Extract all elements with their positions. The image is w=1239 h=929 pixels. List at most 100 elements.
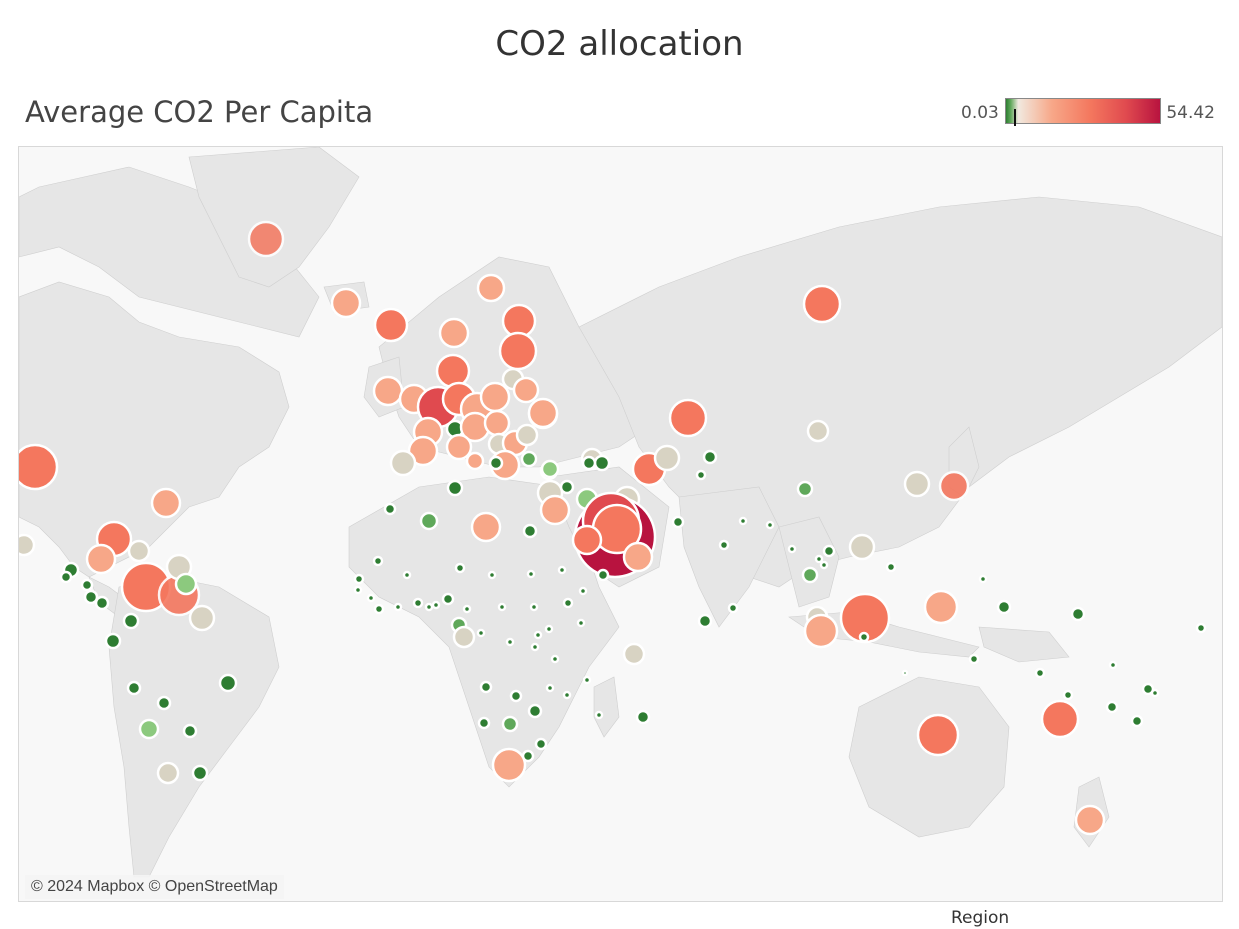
marker-yemen bbox=[596, 568, 610, 582]
marker-uruguay bbox=[191, 764, 209, 782]
greenland bbox=[188, 147, 360, 288]
marker-mali bbox=[402, 570, 412, 580]
marker-bhutan bbox=[738, 516, 748, 526]
marker-djibouti bbox=[578, 586, 588, 596]
marker-zambia bbox=[509, 689, 523, 703]
marker-maldives bbox=[727, 602, 739, 614]
marker-solomon bbox=[1062, 689, 1074, 701]
marker-costa-rica bbox=[83, 589, 99, 605]
marker-iceland bbox=[330, 287, 362, 319]
marker-new-caledonia bbox=[1040, 699, 1080, 739]
marker-singapore bbox=[803, 613, 839, 649]
marker-guyana bbox=[188, 604, 216, 632]
marker-mexico bbox=[19, 533, 36, 557]
marker-senegal bbox=[353, 573, 365, 585]
marker-romania bbox=[515, 423, 539, 447]
marker-south-korea bbox=[903, 470, 931, 498]
marker-russia-east bbox=[802, 284, 842, 324]
marker-pakistan bbox=[671, 515, 685, 529]
marker-georgia bbox=[527, 397, 559, 429]
marker-timor bbox=[968, 653, 980, 665]
new-guinea bbox=[978, 626, 1070, 663]
marker-tanzania bbox=[550, 654, 560, 664]
marker-libya bbox=[470, 511, 502, 543]
asia bbox=[578, 196, 1222, 588]
color-legend[interactable]: 0.03 54.42 bbox=[955, 97, 1217, 127]
marker-uganda bbox=[533, 630, 543, 640]
marker-cameroon bbox=[462, 604, 472, 614]
marker-rwanda bbox=[530, 642, 540, 652]
marker-madagascar bbox=[594, 710, 604, 720]
marker-bermuda bbox=[150, 487, 182, 519]
marker-kenya bbox=[544, 624, 554, 634]
map-canvas[interactable] bbox=[19, 147, 1222, 901]
australia bbox=[848, 676, 1010, 838]
marker-azerbaijan bbox=[593, 454, 611, 472]
marker-botswana bbox=[501, 715, 519, 733]
marker-namibia bbox=[477, 716, 491, 730]
marker-sri-lanka bbox=[697, 613, 713, 629]
marker-israel bbox=[539, 494, 571, 526]
marker-ireland bbox=[372, 375, 404, 407]
marker-usa bbox=[19, 443, 59, 491]
north-america-landmass bbox=[19, 281, 290, 578]
marker-chile bbox=[138, 718, 160, 740]
marker-cambodia bbox=[819, 560, 829, 570]
marker-spain bbox=[407, 435, 439, 467]
marker-tonga bbox=[1130, 714, 1144, 728]
marker-indonesia bbox=[858, 631, 870, 643]
marker-seychelles bbox=[622, 642, 646, 666]
marker-norway bbox=[438, 317, 470, 349]
marker-eritrea bbox=[557, 565, 567, 575]
marker-italy bbox=[445, 433, 473, 461]
marker-south-africa bbox=[491, 747, 527, 783]
legend-color-ramp bbox=[1005, 98, 1161, 124]
madagascar bbox=[593, 676, 620, 738]
marker-niger bbox=[454, 562, 466, 574]
marker-czechia bbox=[483, 409, 511, 437]
marker-peru bbox=[126, 680, 142, 696]
world-map[interactable]: © 2024 Mapbox © OpenStreetMap bbox=[18, 146, 1223, 902]
marker-eswatini bbox=[534, 737, 548, 751]
marker-zimbabwe bbox=[527, 703, 543, 719]
marker-congo bbox=[476, 628, 486, 638]
marker-ghana bbox=[424, 602, 434, 612]
marker-turkmenistan bbox=[653, 444, 681, 472]
map-attribution[interactable]: © 2024 Mapbox © OpenStreetMap bbox=[25, 875, 284, 899]
marker-kazakhstan bbox=[668, 398, 708, 438]
marker-vietnam bbox=[822, 544, 836, 558]
marker-drc bbox=[505, 637, 515, 647]
legend-max-value: 54.42 bbox=[1166, 103, 1215, 123]
marker-philippines bbox=[923, 589, 959, 625]
marker-nauru bbox=[1108, 660, 1118, 670]
marker-gabon bbox=[452, 625, 476, 649]
marker-malawi bbox=[545, 683, 555, 693]
marker-jordan bbox=[559, 479, 575, 495]
marker-sudan bbox=[526, 569, 536, 579]
marker-bolivia bbox=[156, 695, 172, 711]
marker-mongolia bbox=[796, 480, 814, 498]
marker-myanmar bbox=[787, 544, 797, 554]
marker-guinea bbox=[366, 593, 376, 603]
marker-nigeria bbox=[441, 592, 455, 606]
marker-malaysia bbox=[801, 566, 819, 584]
marker-morocco bbox=[383, 502, 397, 516]
marker-north-korea bbox=[885, 561, 897, 573]
marker-malta bbox=[465, 451, 485, 471]
marker-togo bbox=[431, 600, 441, 610]
marker-samoa bbox=[1150, 688, 1160, 698]
southeast-asia bbox=[778, 516, 840, 608]
marker-lebanon bbox=[540, 459, 560, 479]
marker-car bbox=[497, 602, 507, 612]
marker-nicaragua bbox=[80, 578, 94, 592]
marker-south-sudan bbox=[529, 602, 539, 612]
marker-honduras bbox=[59, 570, 73, 584]
marker-comoros bbox=[582, 675, 592, 685]
marker-kiribati bbox=[1195, 622, 1207, 634]
marker-sweden bbox=[476, 273, 506, 303]
marker-argentina bbox=[156, 761, 180, 785]
marker-russia-west bbox=[498, 331, 538, 371]
marker-japan bbox=[938, 470, 970, 502]
marker-marshall bbox=[1070, 606, 1086, 622]
marker-tunisia bbox=[446, 479, 464, 497]
